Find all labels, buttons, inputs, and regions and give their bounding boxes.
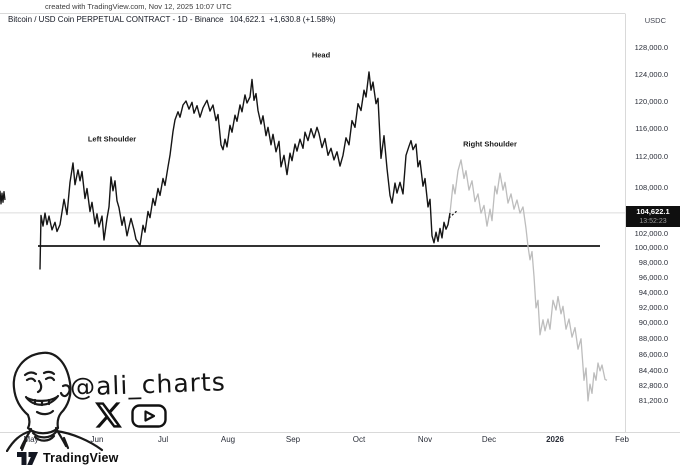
- price-tick-label: 96,000.0: [638, 273, 668, 282]
- time-axis-label: Aug: [220, 435, 236, 444]
- tradingview-footer-logo: TradingView: [17, 449, 119, 467]
- attribution-text: created with TradingView.com, Nov 12, 20…: [45, 2, 232, 11]
- currency-label: USDC: [644, 16, 666, 25]
- price-tick-label: 108,000.0: [634, 183, 668, 192]
- price-tick-label: 86,000.0: [638, 350, 668, 359]
- time-axis-label: Nov: [417, 435, 433, 444]
- price-tick-label: 84,400.0: [638, 366, 668, 375]
- price-tick-label: 102,000.0: [634, 229, 668, 238]
- time-axis-label: Sep: [285, 435, 301, 444]
- price-tick-label: 116,000.0: [635, 124, 668, 133]
- price-tick-label: 124,000.0: [634, 70, 668, 79]
- price-change-value: +1,630.8 (+1.58%): [269, 15, 336, 24]
- time-axis-label: Jun: [90, 435, 104, 444]
- symbol-title-row: Bitcoin / USD Coin PERPETUAL CONTRACT - …: [8, 15, 336, 24]
- price-tick-label: 92,000.0: [638, 303, 668, 312]
- price-tick-label: 98,000.0: [638, 258, 668, 267]
- watermark: @ali_charts: [0, 345, 230, 473]
- projected-path-line: [449, 159, 608, 402]
- tradingview-logo-icon: [17, 451, 38, 465]
- price-tick-label: 120,000.0: [634, 97, 668, 106]
- x-logo-icon: [95, 402, 122, 428]
- price-history-line: [39, 71, 451, 270]
- price-tick-label: 90,000.0: [638, 318, 668, 327]
- pattern-label: Left Shoulder: [87, 134, 137, 144]
- time-axis-label: Jul: [157, 435, 169, 444]
- play-button-icon: [131, 404, 167, 428]
- symbol-title: Bitcoin / USD Coin PERPETUAL CONTRACT - …: [8, 15, 224, 24]
- last-price-badge: 104,622.1 13:52:23: [626, 206, 680, 227]
- price-tick-label: 88,000.0: [638, 334, 668, 343]
- tradingview-logo-text: TradingView: [43, 451, 119, 465]
- last-price-value: 104,622.1: [229, 15, 266, 24]
- ali-face-drawing: [6, 351, 104, 452]
- pattern-label: Head: [311, 50, 331, 60]
- price-tick-label: 94,000.0: [638, 288, 668, 297]
- price-tick-label: 100,000.0: [634, 243, 668, 252]
- time-axis-label: Oct: [352, 435, 366, 444]
- time-axis-label: Feb: [615, 435, 629, 444]
- last-value-marker: [448, 210, 458, 219]
- badge-countdown: 13:52:23: [639, 218, 667, 225]
- watermark-handle: @ali_charts: [69, 367, 227, 402]
- time-axis-label: 2026: [546, 435, 564, 444]
- price-tick-label: 128,000.0: [634, 43, 668, 52]
- pattern-label: Right Shoulder: [463, 139, 517, 149]
- time-axis-label: Dec: [481, 435, 497, 444]
- badge-price: 104,622.1: [636, 207, 670, 216]
- price-tick-label: 82,800.0: [638, 381, 668, 390]
- price-history-edge-stub-line: [0, 190, 6, 205]
- price-tick-label: 81,200.0: [638, 396, 668, 405]
- time-axis-label: May: [23, 435, 39, 444]
- price-tick-label: 112,000.0: [635, 152, 668, 161]
